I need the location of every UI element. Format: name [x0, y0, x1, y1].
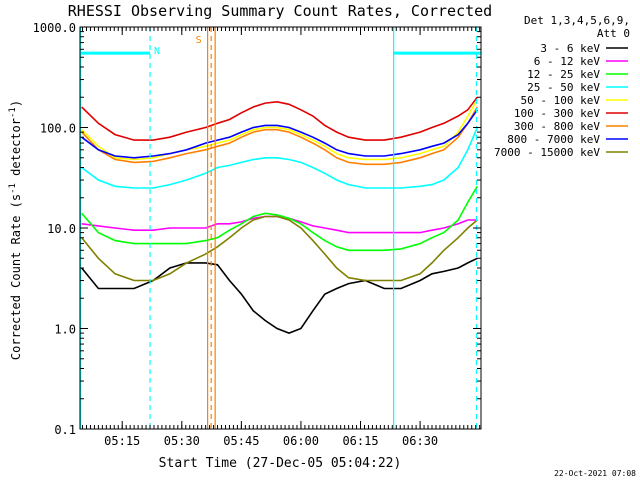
y-tick-label: 1000.0 — [33, 21, 76, 35]
legend-label-2: 6 - 12 keV — [534, 55, 601, 68]
legend-label-1: 3 - 6 keV — [540, 42, 600, 55]
legend-label-8: 800 - 7000 keV — [507, 133, 600, 146]
x-tick-label: 05:30 — [164, 434, 200, 448]
series-line-9 — [81, 215, 478, 282]
y-label-part-3: ) — [9, 100, 23, 107]
series-line-4 — [81, 127, 479, 189]
y-axis: 1000.0 100.0 10.0 1.0 0.1 — [33, 21, 481, 437]
legend-label-9: 7000 - 15000 keV — [494, 146, 600, 159]
chart-title: RHESSI Observing Summary Count Rates, Co… — [68, 2, 492, 20]
y-tick-label: 1.0 — [54, 323, 76, 337]
y-axis-label: Corrected Count Rate (s-1 detector-1) — [8, 100, 23, 360]
series-line-1 — [81, 257, 478, 334]
x-tick-label: 06:30 — [402, 434, 438, 448]
coverage-bar-label: N — [154, 46, 160, 57]
x-axis: 05:15 05:30 05:45 06:00 06:15 06:30 — [82, 27, 481, 448]
legend-label-4: 25 - 50 keV — [527, 81, 600, 94]
series-line-3 — [81, 185, 478, 252]
annotation-layer: NS — [79, 27, 481, 429]
legend-label-7: 300 - 800 keV — [514, 120, 600, 133]
y-tick-label: 10.0 — [47, 222, 76, 236]
series-layer — [81, 96, 479, 334]
legend-label-5: 50 - 100 keV — [521, 94, 601, 107]
x-tick-label: 06:15 — [342, 434, 378, 448]
series-line-2 — [81, 215, 478, 234]
y-label-exp-2: -1 — [8, 107, 18, 118]
series-line-8 — [81, 109, 478, 159]
y-label-exp-1: -1 — [8, 183, 18, 194]
footer-timestamp: 22-Oct-2021 07:08 — [554, 469, 636, 478]
series-line-7 — [81, 106, 478, 166]
x-tick-label: 05:15 — [104, 434, 140, 448]
series-line-6 — [81, 96, 478, 141]
y-tick-label: 100.0 — [40, 122, 76, 136]
legend-label-3: 12 - 25 keV — [527, 68, 600, 81]
y-label-part-1: Corrected Count Rate (s — [9, 194, 23, 360]
legend-title-line-2: Att 0 — [597, 27, 630, 40]
saa-marker-label: S — [196, 35, 202, 46]
plot-frame — [79, 26, 482, 430]
x-tick-label: 05:45 — [223, 434, 259, 448]
y-label-part-2: detector — [9, 118, 23, 183]
x-axis-label: Start Time (27-Dec-05 05:04:22) — [159, 456, 402, 471]
legend-title-line-1: Det 1,3,4,5,6,9, — [524, 14, 630, 27]
x-tick-label: 06:00 — [283, 434, 319, 448]
legend-label-6: 100 - 300 keV — [514, 107, 600, 120]
y-tick-label: 0.1 — [54, 423, 76, 437]
